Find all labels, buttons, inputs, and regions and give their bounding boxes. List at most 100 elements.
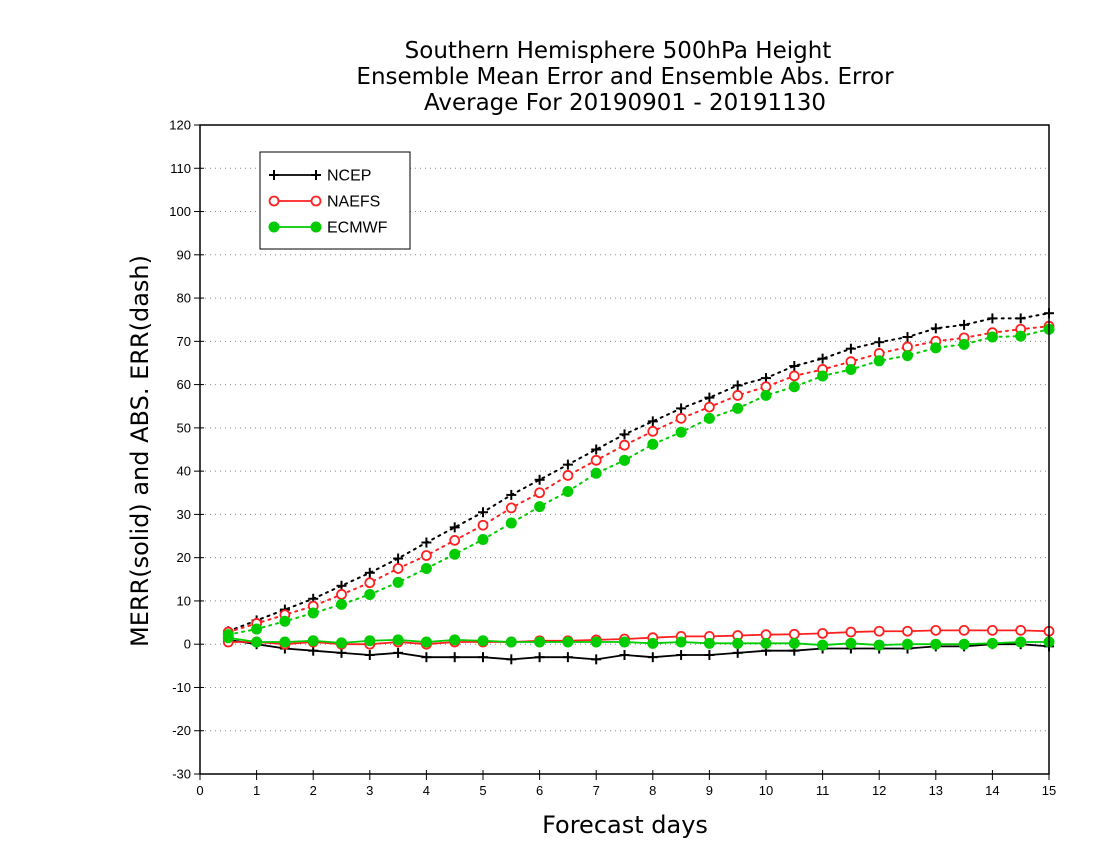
naefs-mean-error-point (817, 627, 828, 639)
legend-marker-naefs (310, 195, 322, 207)
y-tick-label: 0 (184, 637, 191, 652)
ecmwf-abs-error-point (902, 350, 913, 362)
ecmwf-mean-error-point (279, 636, 291, 648)
ecmwf-abs-error-point (307, 607, 319, 619)
ecmwf-mean-error-point (902, 638, 913, 650)
ecmwf-abs-error-point (505, 517, 517, 529)
y-tick-label: 100 (169, 204, 191, 219)
ncep-mean-error-point (478, 652, 488, 663)
ecmwf-mean-error-point (590, 636, 602, 648)
x-tick-label: 11 (816, 783, 830, 798)
ecmwf-abs-error-point (732, 402, 744, 414)
ncep-abs-error-point (789, 360, 800, 371)
ncep-abs-error-point (478, 507, 488, 518)
ecmwf-mean-error-point (307, 635, 319, 647)
naefs-abs-error-point (420, 550, 432, 561)
legend-label-naefs: NAEFS (327, 194, 380, 211)
y-tick-label: 110 (170, 161, 191, 176)
x-tick-label: 4 (423, 783, 430, 798)
y-tick-label: 50 (177, 420, 191, 435)
naefs-abs-error-point (534, 487, 545, 499)
ncep-abs-error-point (506, 489, 517, 500)
x-axis-ticks: 0 1 2 3 4 5 6 7 8 9 10 11 12 13 14 15 (196, 770, 1056, 798)
legend-marker-ecmwf (310, 221, 322, 233)
ncep-abs-error-point (619, 429, 630, 440)
ecmwf-abs-error-point (562, 485, 574, 497)
naefs-abs-error-line (227, 325, 1050, 634)
ecmwf-abs-error-point (251, 623, 263, 635)
naefs-abs-error-point (902, 341, 913, 353)
naefs-abs-error-point (477, 519, 489, 531)
ecmwf-abs-error-point (619, 454, 630, 466)
ecmwf-abs-error-point (590, 467, 602, 479)
ecmwf-abs-error-point (449, 548, 461, 560)
ecmwf-abs-error-point (1015, 330, 1027, 342)
ecmwf-abs-error-line (227, 328, 1050, 636)
naefs-mean-error-point (760, 629, 772, 641)
ncep-mean-error-point (506, 654, 517, 665)
y-tick-label: 120 (169, 118, 191, 133)
ncep-mean-error-point (562, 652, 573, 663)
ecmwf-mean-error-point (845, 637, 857, 649)
ncep-abs-error-point (704, 392, 715, 403)
ecmwf-mean-error-point (873, 639, 885, 651)
ecmwf-mean-error-point (619, 636, 630, 648)
naefs-abs-error-point (647, 425, 659, 437)
y-tick-label: 70 (177, 334, 191, 349)
x-tick-label: 15 (1042, 783, 1056, 798)
ncep-abs-error-point (930, 323, 941, 334)
ncep-abs-error-point (959, 319, 970, 330)
ecmwf-abs-error-point (788, 381, 800, 393)
ncep-mean-error-point (364, 650, 375, 661)
naefs-mean-error-point (958, 624, 970, 636)
ncep-abs-error-point (562, 459, 573, 470)
x-tick-label: 9 (706, 783, 713, 798)
plot-frame (199, 124, 1050, 775)
x-tick-label: 1 (253, 783, 260, 798)
ecmwf-mean-error-point (760, 637, 772, 649)
ecmwf-mean-error-point (675, 636, 687, 648)
ecmwf-mean-error-point (562, 636, 574, 648)
x-axis-label: Forecast days (542, 811, 708, 839)
ncep-mean-error-point (591, 654, 602, 665)
ncep-mean-error-point (393, 647, 404, 658)
ecmwf-abs-error-point (336, 598, 347, 610)
naefs-abs-error-point (704, 401, 715, 413)
naefs-abs-error-point (449, 534, 461, 546)
x-tick-label: 2 (310, 783, 317, 798)
ncep-mean-error-point (421, 652, 432, 663)
legend-marker-ecmwf (268, 221, 280, 233)
legend-marker-naefs (268, 195, 280, 207)
ecmwf-mean-error-point (449, 634, 461, 646)
ecmwf-abs-error-point (986, 331, 998, 343)
ncep-abs-error-point (817, 353, 828, 364)
ecmwf-mean-error-point (336, 637, 347, 649)
ecmwf-abs-error-point (420, 562, 432, 574)
x-tick-label: 0 (196, 783, 203, 798)
y-axis-ticks: -30 -20 -10 0 10 20 30 40 50 60 70 80 90 100 110 120 (169, 118, 204, 782)
y-tick-label: -30 (172, 767, 191, 782)
title-line-1: Southern Hemisphere 500hPa Height (405, 38, 832, 64)
ecmwf-mean-error-point (732, 637, 744, 649)
naefs-abs-error-point (336, 589, 347, 600)
ecmwf-mean-error-point (958, 638, 970, 650)
ecmwf-mean-error-point (477, 635, 489, 647)
ncep-abs-error-point (874, 337, 885, 348)
ncep-mean-error-point (534, 652, 545, 663)
ncep-abs-error-point (364, 567, 375, 578)
ncep-mean-error-point (449, 652, 460, 663)
y-tick-label: 60 (177, 377, 191, 392)
y-tick-label: -10 (172, 680, 191, 695)
ecmwf-mean-error-point (930, 638, 942, 650)
ecmwf-abs-error-point (477, 533, 489, 545)
ecmwf-mean-error-point (986, 637, 998, 649)
ecmwf-abs-error-point (703, 412, 715, 424)
ecmwf-mean-error-point (420, 636, 432, 648)
y-tick-label: -20 (172, 723, 191, 738)
ecmwf-mean-error-point (817, 639, 829, 651)
x-tick-label: 13 (929, 783, 943, 798)
ecmwf-abs-error-point (760, 389, 772, 401)
naefs-mean-error-point (987, 624, 998, 636)
y-tick-label: 80 (177, 291, 191, 306)
